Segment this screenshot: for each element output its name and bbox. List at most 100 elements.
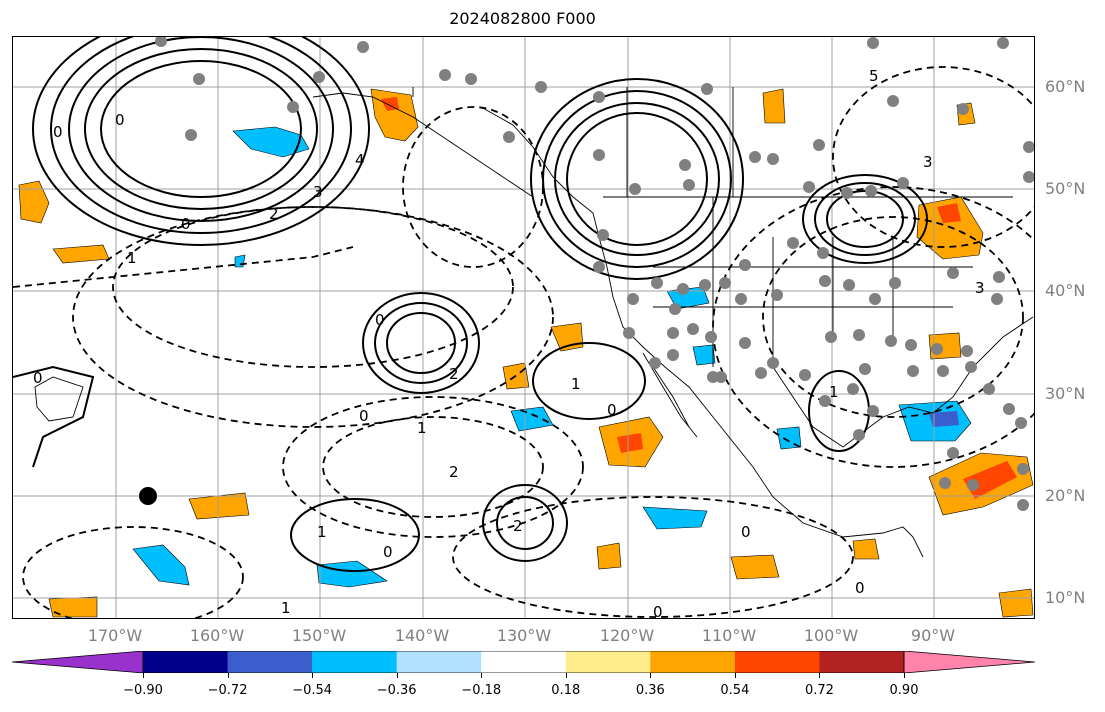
station-dot <box>1017 499 1029 511</box>
shade-orange-nw <box>18 180 50 224</box>
lon-label-130w: 130°W <box>496 626 552 645</box>
shade-orange-s5 <box>48 596 98 618</box>
clabel-r: 3 <box>923 153 933 171</box>
station-dot <box>961 345 973 357</box>
station-dot <box>535 81 547 93</box>
station-dot <box>749 151 761 163</box>
colorbar-segment <box>312 651 398 673</box>
station-dot <box>755 367 767 379</box>
station-dot <box>739 337 751 349</box>
contour-solid-bering-1 <box>100 60 302 198</box>
station-dot <box>889 277 901 289</box>
clabel-x: 1 <box>281 599 291 617</box>
contour-solid-pac-3 <box>362 292 480 394</box>
station-dot <box>1023 171 1034 183</box>
clabel-g: 2 <box>449 365 459 383</box>
station-dot <box>193 73 205 85</box>
station-dot <box>705 331 717 343</box>
contour-solid-canada-3 <box>542 90 732 268</box>
clabel-h: 0 <box>359 407 369 425</box>
contour-solid-canada-1 <box>566 112 708 246</box>
clabel-v: 0 <box>53 123 63 141</box>
clabel-t: 5 <box>869 67 879 85</box>
station-dot <box>767 357 779 369</box>
station-dot <box>905 339 917 351</box>
station-dot <box>813 139 825 151</box>
anomaly-shading <box>18 88 1034 618</box>
shade-navy-gulf <box>929 411 959 427</box>
colorbar-segment <box>396 651 482 673</box>
station-dot <box>465 73 477 85</box>
contour-dash-9 <box>452 496 854 618</box>
shade-orange-w <box>52 244 110 264</box>
station-dot <box>957 103 969 115</box>
shade-red-gl <box>937 203 961 223</box>
coast-west-na <box>480 106 924 558</box>
graticule <box>13 37 1034 618</box>
colorbar-tick-mark <box>734 673 736 678</box>
shade-orange-s6 <box>998 588 1034 618</box>
station-dot <box>841 187 853 199</box>
station-dot <box>649 357 661 369</box>
lat-label-50n: 50°N <box>1045 179 1086 198</box>
station-dot <box>991 293 1003 305</box>
station-dot <box>735 293 747 305</box>
coast-island <box>34 376 84 422</box>
station-dot <box>623 327 635 339</box>
colorbar-tick-label: −0.72 <box>207 683 248 698</box>
colorbar-tick-label: 0.72 <box>804 683 834 698</box>
contour-solid-bering-5 <box>32 37 370 246</box>
station-dot <box>847 383 859 395</box>
contour-solid-gl-2 <box>814 182 916 256</box>
shade-blue-bering <box>232 126 310 158</box>
clabel-m: 2 <box>513 517 523 535</box>
station-dot <box>865 185 877 197</box>
colorbar-segment <box>819 651 905 673</box>
station-dot <box>1003 403 1015 415</box>
station-dot <box>683 179 695 191</box>
station-dot <box>843 279 855 291</box>
contour-solid-pac-2 <box>374 302 468 384</box>
shade-blue-us2 <box>692 344 716 366</box>
border-canada <box>412 87 734 197</box>
contour-solid-sub-3 <box>290 498 420 572</box>
clabel-c: 2 <box>269 205 279 223</box>
colorbar <box>12 651 1035 673</box>
station-dot <box>869 293 881 305</box>
lat-label-20n: 20°N <box>1045 486 1086 505</box>
station-dot <box>287 101 299 113</box>
clabel-e: 4 <box>355 151 365 169</box>
contour-dash-7 <box>832 66 1034 248</box>
station-dot <box>739 259 751 271</box>
clabel-f: 0 <box>375 311 385 329</box>
clabel-o: 1 <box>571 375 581 393</box>
clabel-q: 1 <box>829 383 839 401</box>
contour-dash-4 <box>322 416 544 518</box>
station-dot <box>1017 463 1029 475</box>
clabel-k: 1 <box>317 523 327 541</box>
station-dot <box>939 477 951 489</box>
station-dot <box>897 177 909 189</box>
station-dot <box>907 365 919 377</box>
contour-solid-bering-3 <box>68 37 334 222</box>
colorbar-tick-mark <box>396 673 398 678</box>
shade-red-mex <box>617 433 643 453</box>
contour-dash-5 <box>712 186 1034 468</box>
station-dot <box>799 369 811 381</box>
shade-blue-pac3 <box>510 406 554 432</box>
lat-label-40n: 40°N <box>1045 281 1086 300</box>
clabel-w: 0 <box>653 603 663 619</box>
station-dot <box>825 331 837 343</box>
station-dot <box>687 323 699 335</box>
station-dot <box>931 343 943 355</box>
lat-label-30n: 30°N <box>1045 384 1086 403</box>
colorbar-tick-mark <box>650 673 652 678</box>
station-dot <box>947 447 959 459</box>
station-dot <box>715 371 727 383</box>
station-dot <box>983 383 995 395</box>
station-dot <box>597 229 609 241</box>
contour-dash-3 <box>282 396 584 538</box>
lon-label-100w: 100°W <box>803 626 859 645</box>
station-markers <box>155 37 1034 511</box>
station-dot <box>853 429 865 441</box>
